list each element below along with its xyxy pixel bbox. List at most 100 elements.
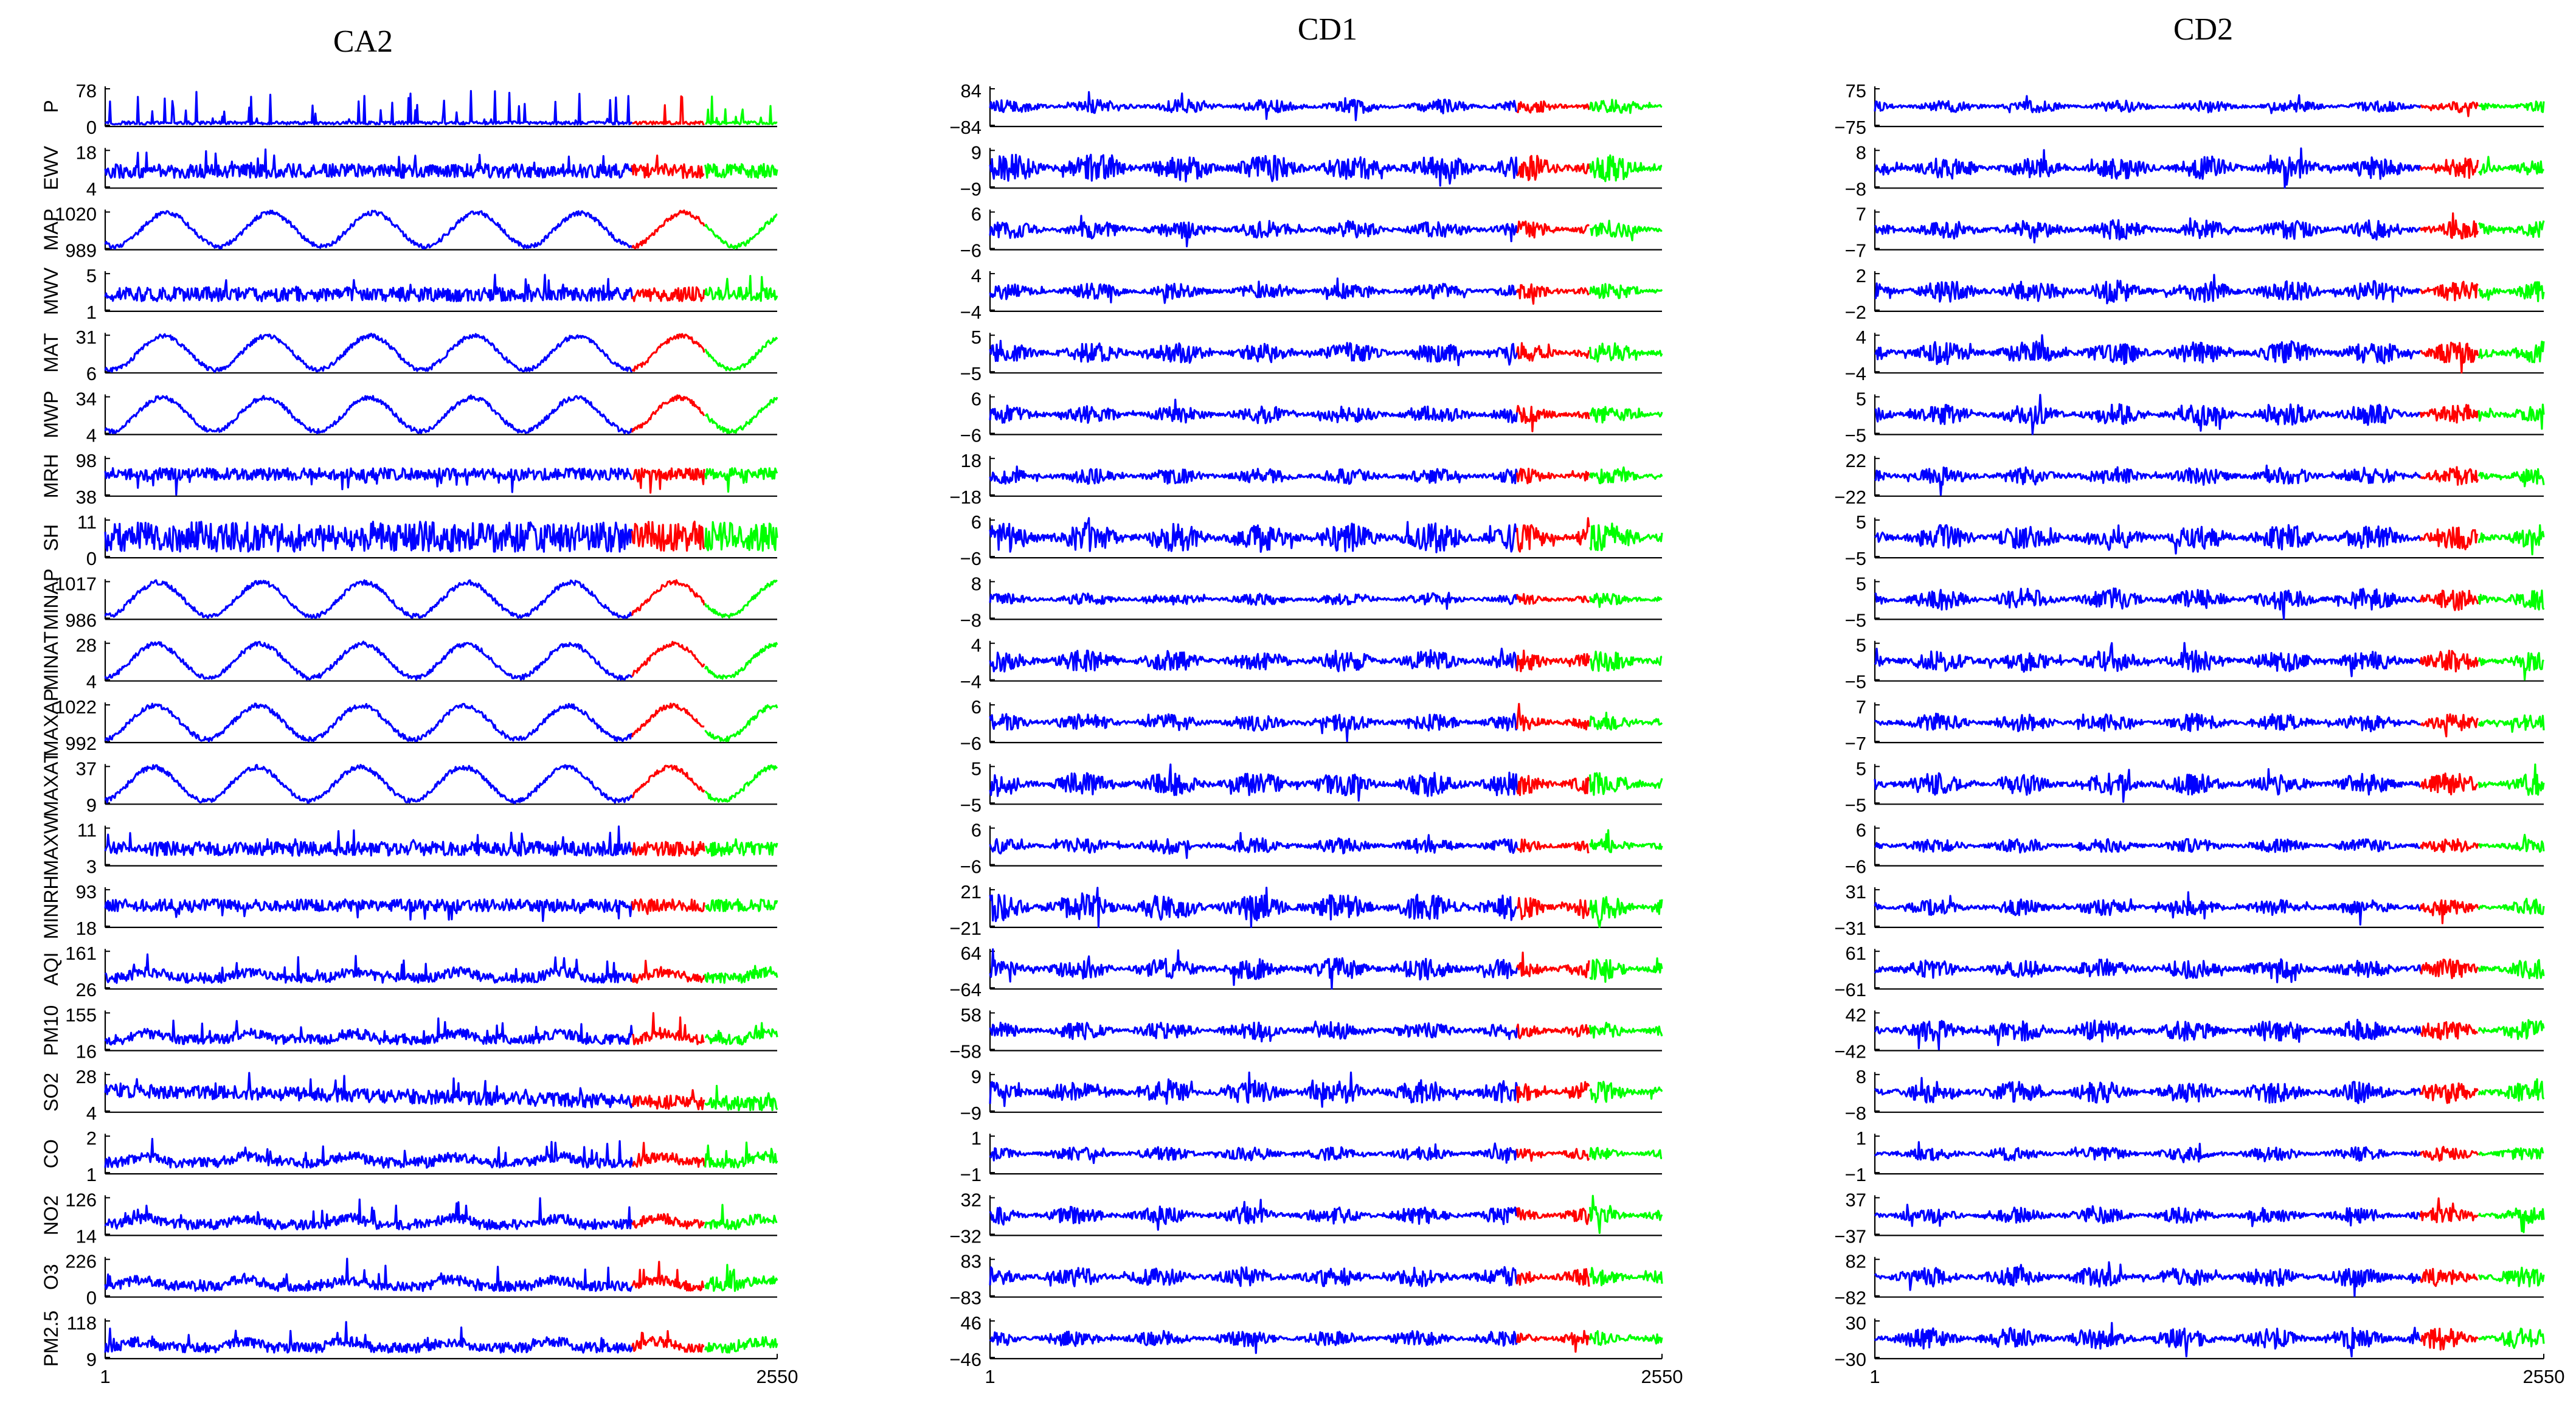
test-series-line: [2477, 1327, 2545, 1349]
row-label: CO: [40, 1139, 62, 1168]
subplot-row: 93 18 MINRH: [40, 875, 778, 939]
y-tick-max-label: 46: [961, 1312, 982, 1334]
y-tick-max-label: 5: [1856, 758, 1866, 779]
test-series-line: [1589, 957, 1663, 983]
y-tick-min-label: −6: [1845, 856, 1866, 878]
y-tick-min-label: 3: [86, 856, 97, 878]
subplot-row: 6 −6: [960, 389, 1663, 446]
train-series-line: [104, 579, 633, 620]
train-series-line: [989, 1266, 1518, 1288]
train-series-line: [104, 702, 634, 743]
subplot-row: 37 −37: [1834, 1189, 2545, 1247]
y-tick-min-label: 9: [86, 794, 97, 816]
validation-series-line: [2419, 589, 2479, 611]
train-series-line: [989, 763, 1518, 802]
subplot-row: 161 26 AQI: [40, 943, 778, 1000]
y-tick-min-label: −5: [1845, 425, 1866, 446]
test-series-line: [704, 521, 778, 552]
y-tick-min-label: −4: [960, 671, 982, 693]
train-series-line: [104, 640, 633, 681]
x-axis: 1 2550: [100, 1354, 798, 1387]
y-tick-max-label: 5: [1856, 635, 1866, 656]
y-tick-min-label: −2: [1845, 302, 1866, 323]
validation-series-line: [2420, 1328, 2479, 1351]
validation-series-line: [2419, 280, 2479, 302]
test-series-line: [2477, 1207, 2545, 1233]
test-series-line: [704, 1264, 778, 1292]
validation-series-line: [631, 640, 705, 678]
test-series-line: [704, 580, 778, 619]
y-tick-min-label: −7: [1845, 733, 1866, 754]
train-series-line: [104, 209, 633, 250]
y-tick-min-label: 0: [86, 1288, 97, 1309]
test-series-line: [1589, 220, 1663, 241]
validation-series-line: [631, 764, 705, 799]
y-tick-min-label: −46: [949, 1349, 982, 1370]
test-series-line: [2477, 1019, 2545, 1041]
y-tick-max-label: 84: [961, 80, 982, 102]
y-tick-max-label: 5: [1856, 573, 1866, 594]
row-label: P: [40, 100, 62, 113]
y-tick-max-label: 37: [1846, 1189, 1866, 1210]
row-label: MAT: [40, 333, 62, 373]
subplot-row: 4 −4: [960, 635, 1663, 693]
y-tick-max-label: 98: [76, 450, 97, 471]
validation-series-line: [1516, 702, 1590, 732]
y-tick-min-label: −84: [949, 117, 982, 138]
train-series-line: [104, 148, 634, 179]
y-tick-min-label: −42: [1834, 1041, 1866, 1062]
train-series-line: [104, 898, 634, 922]
train-series-line: [989, 339, 1518, 367]
train-series-line: [1874, 1204, 2422, 1227]
validation-series-line: [631, 154, 705, 179]
test-series-line: [2477, 220, 2545, 238]
test-series-line: [2477, 403, 2545, 430]
y-tick-min-label: −31: [1834, 918, 1866, 939]
y-tick-min-label: 4: [86, 671, 97, 693]
validation-series-line: [2420, 1021, 2478, 1041]
train-series-line: [989, 215, 1518, 248]
y-tick-max-label: 9: [971, 1066, 982, 1087]
y-tick-min-label: −5: [1845, 609, 1866, 631]
subplot-row: 9 −9: [960, 1066, 1663, 1124]
validation-series-line: [1516, 838, 1590, 854]
validation-series-line: [2419, 1267, 2478, 1288]
y-tick-min-label: 18: [76, 918, 97, 939]
y-tick-min-label: −21: [949, 918, 982, 939]
validation-series-line: [1516, 220, 1590, 239]
train-series-line: [1874, 94, 2422, 114]
subplot-row: 5 −5: [1845, 511, 2545, 569]
x-axis: 1 2550: [1869, 1354, 2564, 1387]
row-label: MWP: [40, 390, 62, 438]
validation-series-line: [631, 1330, 705, 1353]
y-tick-min-label: 26: [76, 979, 97, 1000]
subplot-row: 31 6 MAT: [40, 327, 778, 384]
train-series-line: [1874, 712, 2422, 733]
train-series-line: [104, 274, 634, 302]
y-tick-max-label: 31: [1846, 881, 1866, 903]
y-tick-min-label: 38: [76, 487, 97, 508]
test-series-line: [2477, 281, 2545, 302]
test-series-line: [2477, 958, 2545, 980]
y-tick-min-label: −8: [1845, 1103, 1866, 1124]
y-tick-min-label: −5: [960, 363, 982, 384]
y-tick-max-label: 61: [1846, 943, 1866, 964]
y-tick-max-label: 1020: [55, 204, 97, 225]
test-series-line: [1589, 1330, 1663, 1346]
validation-series-line: [1516, 468, 1590, 485]
test-series-line: [704, 275, 778, 302]
subplot-row: 11 0 SH: [40, 511, 778, 569]
validation-series-line: [2419, 404, 2479, 424]
test-series-line: [704, 163, 778, 179]
y-tick-min-label: 6: [86, 363, 97, 384]
test-series-line: [2477, 341, 2545, 364]
y-tick-min-label: 4: [86, 1103, 97, 1124]
train-series-line: [989, 948, 1518, 990]
test-series-line: [704, 642, 778, 680]
validation-series-line: [631, 467, 705, 494]
row-label: O3: [40, 1264, 62, 1290]
row-label: SO2: [40, 1073, 62, 1112]
y-tick-min-label: −7: [1845, 240, 1866, 262]
row-label: MINAT: [40, 631, 62, 690]
test-series-line: [2477, 714, 2545, 733]
